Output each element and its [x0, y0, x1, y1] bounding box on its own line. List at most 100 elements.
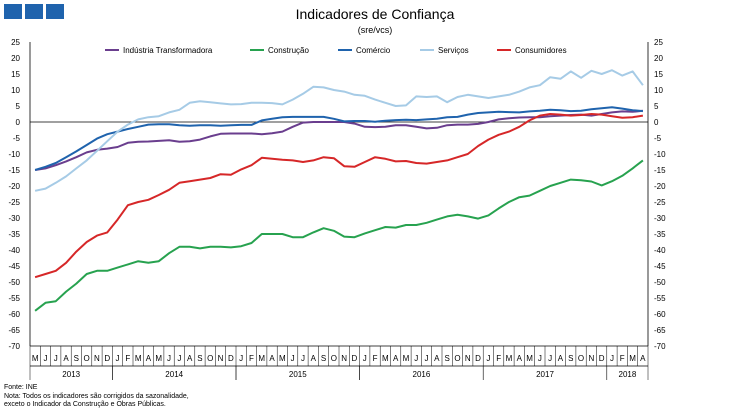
series-line-indústria-transformadora: [34, 109, 643, 171]
x-tick-label: O: [207, 354, 213, 363]
footnote-line-2: exceto o Indicador da Construção e Obras…: [4, 401, 166, 408]
y-tick-label-left: -45: [8, 262, 20, 271]
x-tick-label: J: [239, 354, 243, 363]
footnote-line-1: Nota: Todos os indicadores são corrigido…: [4, 392, 189, 400]
y-tick-label-right: -25: [654, 198, 666, 207]
x-tick-label: S: [444, 354, 449, 363]
legend-label: Indústria Transformadora: [123, 46, 213, 55]
x-tick-label: F: [249, 354, 254, 363]
x-tick-label: J: [116, 354, 120, 363]
legend-label: Construção: [268, 46, 309, 55]
x-tick-label: J: [291, 354, 295, 363]
year-label: 2018: [619, 370, 637, 379]
x-tick-label: N: [588, 354, 594, 363]
y-tick-label-left: 10: [11, 86, 20, 95]
x-tick-label: J: [610, 354, 614, 363]
series-line-consumidores: [34, 113, 644, 279]
y-tick-label-left: 15: [11, 70, 20, 79]
x-tick-label: A: [63, 354, 69, 363]
x-tick-label: M: [135, 354, 142, 363]
series-line-serviços: [34, 69, 644, 192]
x-tick-label: O: [331, 354, 337, 363]
y-tick-label-left: -50: [8, 278, 20, 287]
x-tick-label: M: [629, 354, 636, 363]
source-note: Fonte: INE: [4, 384, 38, 391]
legend-label: Consumidores: [515, 46, 567, 55]
chart-title: Indicadores de Confiança: [295, 6, 455, 22]
y-tick-label-right: -50: [654, 278, 666, 287]
x-tick-label: N: [94, 354, 100, 363]
series-line-construção: [34, 159, 644, 312]
y-tick-label-right: -30: [654, 214, 666, 223]
x-tick-label: M: [403, 354, 410, 363]
y-tick-label-right: 20: [654, 54, 663, 63]
y-tick-label-right: -70: [654, 342, 666, 351]
year-label: 2013: [62, 370, 80, 379]
x-tick-label: J: [167, 354, 171, 363]
x-tick-label: J: [301, 354, 305, 363]
y-tick-label-right: -55: [654, 294, 666, 303]
x-tick-label: J: [425, 354, 429, 363]
x-tick-label: A: [640, 354, 646, 363]
y-tick-label-left: -15: [8, 166, 20, 175]
y-tick-label-right: 15: [654, 70, 663, 79]
x-tick-label: M: [526, 354, 533, 363]
x-tick-label: A: [311, 354, 317, 363]
x-tick-label: M: [155, 354, 162, 363]
x-tick-label: N: [218, 354, 224, 363]
year-label: 2014: [165, 370, 183, 379]
series-line-comércio: [34, 106, 643, 171]
y-tick-label-right: -20: [654, 182, 666, 191]
x-tick-label: J: [177, 354, 181, 363]
y-tick-label-right: -60: [654, 310, 666, 319]
legend-label: Comércio: [356, 46, 391, 55]
x-tick-label: N: [341, 354, 347, 363]
x-tick-label: D: [352, 354, 358, 363]
x-tick-label: J: [363, 354, 367, 363]
x-tick-label: M: [258, 354, 265, 363]
x-tick-label: D: [475, 354, 481, 363]
y-tick-label-right: -35: [654, 230, 666, 239]
x-tick-label: J: [486, 354, 490, 363]
x-tick-label: A: [393, 354, 399, 363]
year-label: 2016: [413, 370, 431, 379]
x-tick-label: A: [146, 354, 152, 363]
y-tick-label-left: -30: [8, 214, 20, 223]
x-tick-label: O: [578, 354, 584, 363]
x-tick-label: D: [104, 354, 110, 363]
x-tick-label: A: [558, 354, 564, 363]
x-tick-label: M: [506, 354, 513, 363]
y-tick-label-left: 0: [16, 118, 21, 127]
x-tick-label: O: [84, 354, 90, 363]
x-tick-label: M: [32, 354, 39, 363]
y-tick-label-right: -15: [654, 166, 666, 175]
y-tick-label-right: 5: [654, 102, 659, 111]
x-tick-label: A: [517, 354, 523, 363]
x-tick-label: F: [125, 354, 130, 363]
y-tick-label-left: -10: [8, 150, 20, 159]
legend-label: Serviços: [438, 46, 469, 55]
x-tick-label: F: [496, 354, 501, 363]
x-tick-label: S: [321, 354, 326, 363]
y-tick-label-left: 25: [11, 38, 20, 47]
x-tick-label: O: [454, 354, 460, 363]
logo-block: [4, 4, 22, 19]
x-tick-label: S: [197, 354, 202, 363]
x-tick-label: J: [54, 354, 58, 363]
x-tick-label: J: [43, 354, 47, 363]
year-label: 2015: [289, 370, 307, 379]
y-tick-label-left: -55: [8, 294, 20, 303]
ine-logo-icon: [4, 4, 64, 19]
x-tick-label: D: [228, 354, 234, 363]
x-tick-label: S: [74, 354, 79, 363]
year-label: 2017: [536, 370, 554, 379]
y-tick-label-left: -60: [8, 310, 20, 319]
y-tick-label-right: -10: [654, 150, 666, 159]
x-tick-label: J: [548, 354, 552, 363]
x-tick-label: S: [568, 354, 573, 363]
logo-block: [46, 4, 64, 19]
chart-subtitle: (sre/vcs): [357, 25, 393, 35]
x-tick-label: F: [620, 354, 625, 363]
y-tick-label-left: -40: [8, 246, 20, 255]
